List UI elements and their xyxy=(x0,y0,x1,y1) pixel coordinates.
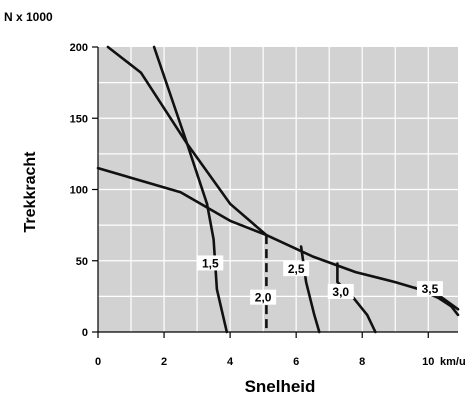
curve-labels: 1,5 2,0 2,5 3,0 3,5 xyxy=(197,255,443,305)
gear-label-background xyxy=(283,261,310,277)
x-tick-label: 6 xyxy=(293,356,299,368)
y-tick-label: 150 xyxy=(70,113,88,125)
x-axis-title: Snelheid xyxy=(245,377,316,396)
x-tick-label: 0 xyxy=(95,356,101,368)
x-tick-label: 10 xyxy=(422,356,434,368)
y-tick-label: 100 xyxy=(70,185,88,197)
gear-label: 1,5 xyxy=(202,256,219,270)
gear-label: 3,5 xyxy=(422,282,439,296)
gear-label-background xyxy=(250,289,277,305)
gear-label-background xyxy=(197,255,224,271)
axes: 0 50 100 150 200 0 2 4 6 8 10 xyxy=(70,42,458,368)
x-unit-label: km/u xyxy=(440,356,466,368)
y-tick-label: 50 xyxy=(76,256,88,268)
gear-label: 2,5 xyxy=(288,262,305,276)
x-tick-label: 2 xyxy=(161,356,167,368)
traction-curve xyxy=(152,45,209,206)
traction-curve xyxy=(96,166,268,237)
y-tick-label: 0 xyxy=(82,327,88,339)
gear-label-background xyxy=(327,283,354,299)
x-tick-label: 4 xyxy=(227,356,234,368)
gear-label: 2,0 xyxy=(255,291,272,305)
gear-label: 3,0 xyxy=(332,285,349,299)
y-tick-label: 200 xyxy=(70,42,88,54)
y-axis-title: Trekkracht xyxy=(22,151,39,233)
gear-label-background xyxy=(416,281,443,297)
x-tick-label: 8 xyxy=(359,356,365,368)
y-unit-label: N x 1000 xyxy=(4,10,53,24)
